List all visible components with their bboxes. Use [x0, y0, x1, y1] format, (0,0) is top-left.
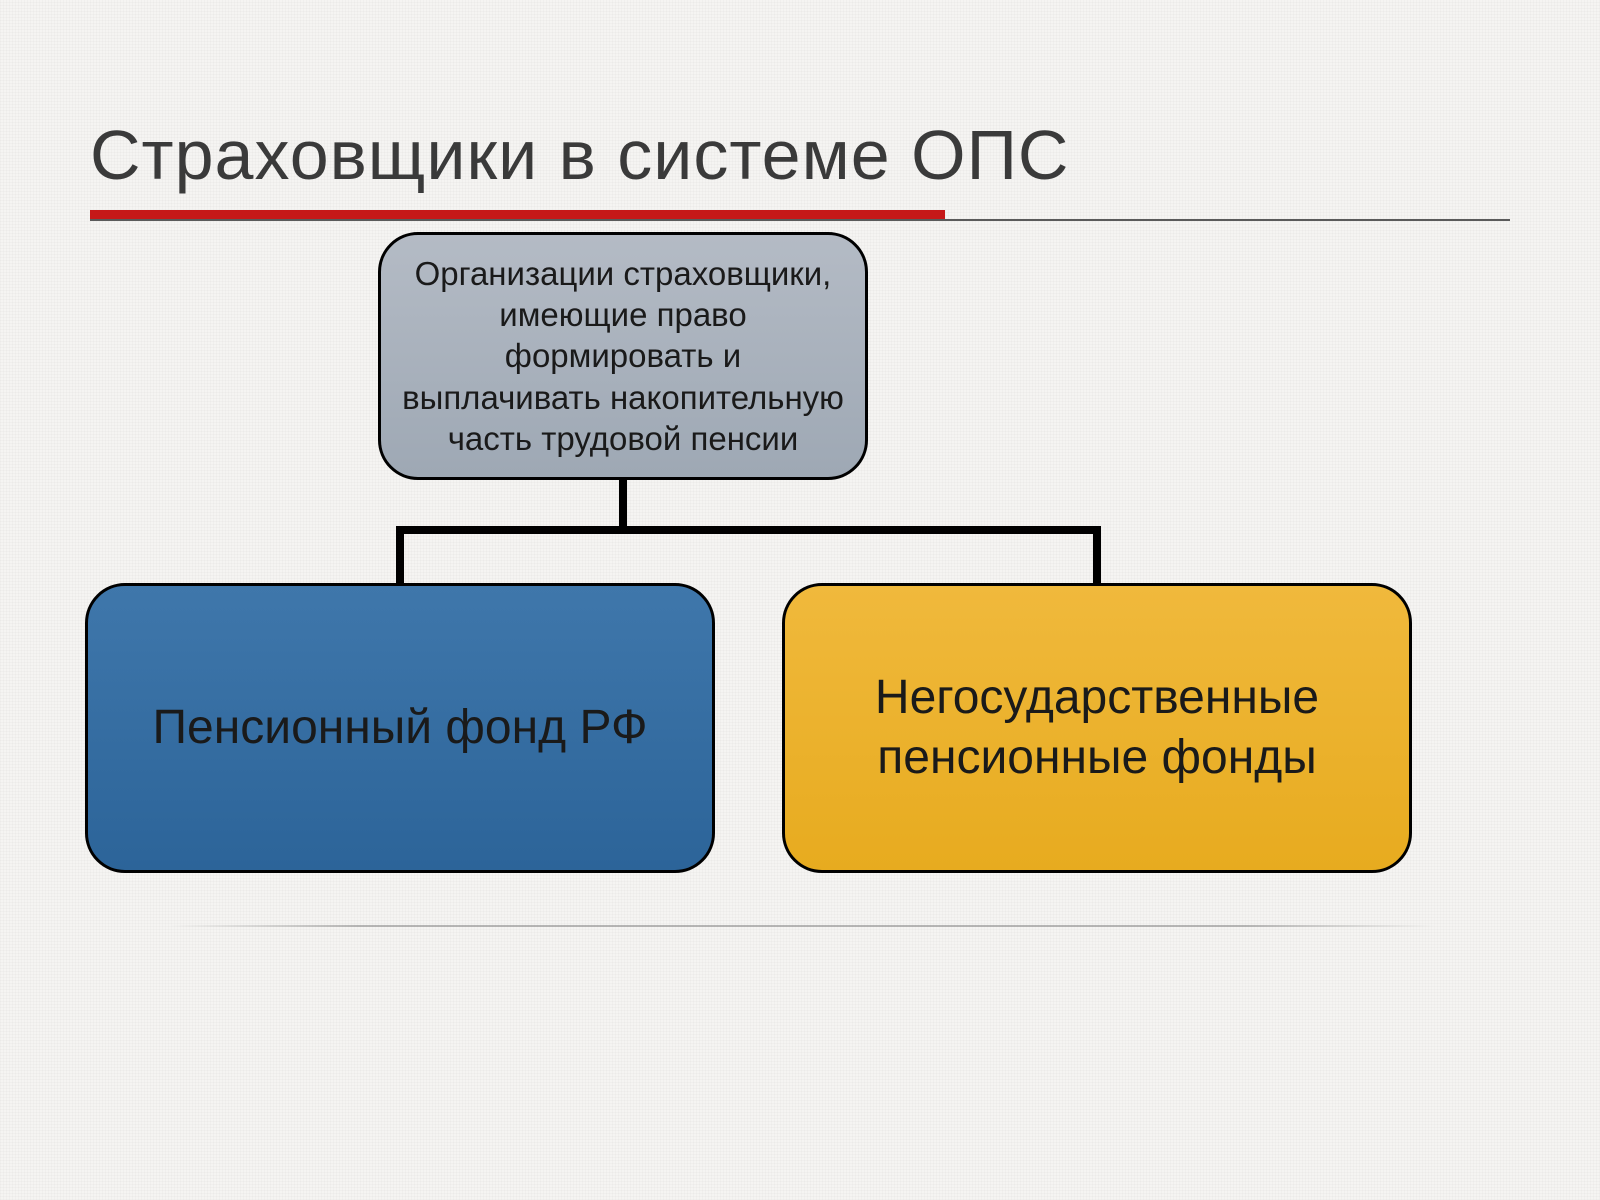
- title-underline-red: [90, 210, 945, 219]
- node-left-label: Пенсионный фонд РФ: [153, 698, 648, 758]
- title-underline-thin: [90, 219, 1510, 221]
- node-root: Организации страховщики, имеющие право ф…: [378, 232, 868, 480]
- node-root-label: Организации страховщики, имеющие право ф…: [401, 253, 845, 459]
- node-right-label: Негосударственные пенсионные фонды: [805, 668, 1389, 788]
- node-right: Негосударственные пенсионные фонды: [782, 583, 1412, 873]
- footer-divider: [170, 925, 1435, 927]
- slide-title: Страховщики в системе ОПС: [90, 115, 1069, 195]
- node-left: Пенсионный фонд РФ: [85, 583, 715, 873]
